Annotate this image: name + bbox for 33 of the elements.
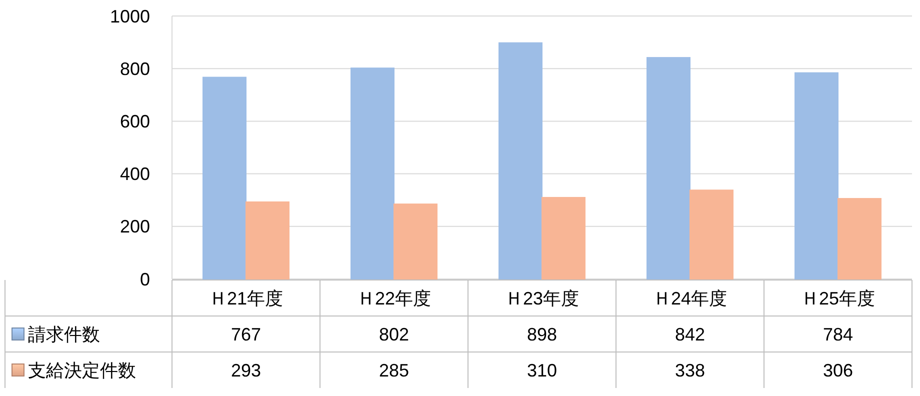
data-label: 898 <box>526 324 558 344</box>
data-label: 842 <box>674 324 706 344</box>
bar <box>202 76 246 280</box>
data-label: 802 <box>378 324 410 344</box>
bar <box>350 68 394 280</box>
x-tick-label: Ｈ24年度 <box>652 288 728 308</box>
bar <box>838 198 882 280</box>
x-tick-label: Ｈ23年度 <box>504 288 580 308</box>
x-tick-label: Ｈ22年度 <box>356 288 432 308</box>
y-tick-label: 200 <box>120 216 150 237</box>
data-label: 767 <box>230 324 262 344</box>
legend-label: 請求件数 <box>28 324 100 344</box>
bar <box>394 204 438 280</box>
x-tick-label: Ｈ25年度 <box>800 288 876 308</box>
data-label: 293 <box>230 360 262 380</box>
y-tick-label: 0 <box>140 269 150 290</box>
data-label: 310 <box>526 360 558 380</box>
bar <box>794 72 838 280</box>
bar <box>246 201 290 280</box>
bar <box>646 57 690 280</box>
data-label: 306 <box>822 360 854 380</box>
bar <box>542 196 586 280</box>
x-tick-label: Ｈ21年度 <box>208 288 284 308</box>
y-tick-label: 400 <box>120 164 150 184</box>
y-tick-label: 1000 <box>110 6 150 26</box>
y-tick-label: 600 <box>120 112 150 132</box>
data-label: 338 <box>674 360 706 380</box>
y-tick-label: 800 <box>120 58 150 79</box>
legend-label: 支給決定件数 <box>28 360 136 380</box>
bar <box>498 42 542 280</box>
data-label: 784 <box>822 324 854 344</box>
data-label: 285 <box>378 360 410 380</box>
bar <box>690 190 734 280</box>
